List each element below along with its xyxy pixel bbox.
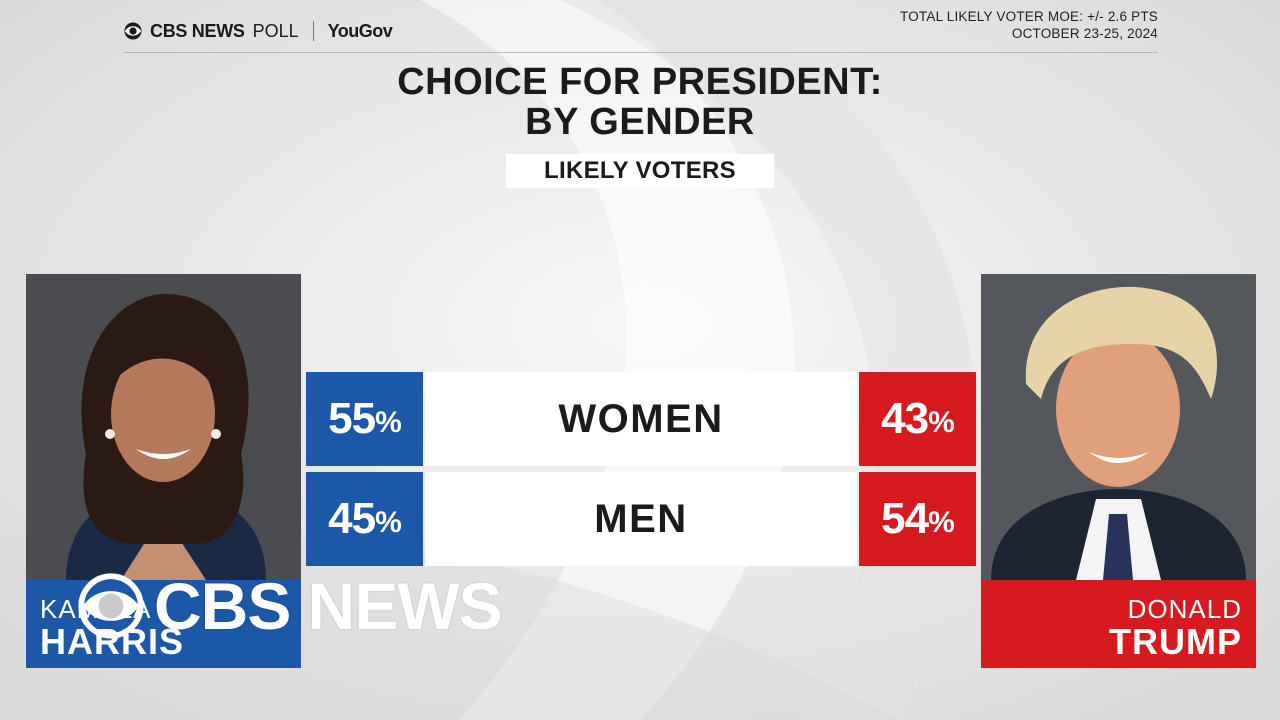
poll-brand: CBS NEWS POLL YouGov — [124, 18, 393, 44]
brand-partner: YouGov — [327, 20, 393, 41]
margin-of-error: TOTAL LIKELY VOTER MOE: +/- 2.6 PTS — [900, 9, 1158, 24]
poll-meta: TOTAL LIKELY VOTER MOE: +/- 2.6 PTS OCTO… — [900, 8, 1158, 42]
title-line-2: BY GENDER — [525, 101, 755, 143]
results-row-women: 55% WOMEN 43% — [306, 372, 976, 466]
candidate-first-name: DONALD — [1127, 594, 1242, 624]
candidate-card-trump: DONALD TRUMP — [981, 274, 1256, 668]
candidate-name-trump: DONALD TRUMP — [981, 580, 1256, 668]
trump-value-women: 43% — [859, 372, 976, 466]
trump-value-men: 54% — [859, 472, 976, 566]
candidate-card-harris: KAMALA HARRIS — [26, 274, 301, 668]
donald-trump-portrait — [981, 274, 1256, 580]
subtitle: LIKELY VOTERS — [506, 154, 774, 188]
cbs-eye-icon — [124, 22, 142, 40]
harris-value-men: 45% — [306, 472, 423, 566]
page-title: CHOICE FOR PRESIDENT: BY GENDER — [0, 62, 1280, 142]
cbs-eye-icon — [78, 573, 144, 639]
brand-network: CBS NEWS — [150, 20, 245, 41]
brand-poll: POLL — [252, 20, 299, 41]
kamala-harris-portrait — [26, 274, 301, 580]
group-label-women: WOMEN — [425, 372, 857, 466]
results-row-men: 45% MEN 54% — [306, 472, 976, 566]
harris-value-women: 55% — [306, 372, 423, 466]
results-table: 55% WOMEN 43% 45% MEN 54% — [306, 372, 976, 572]
title-line-1: CHOICE FOR PRESIDENT: — [397, 61, 883, 103]
cbs-news-watermark: CBS NEWS — [78, 569, 503, 643]
candidate-last-name: HARRIS — [40, 621, 185, 662]
poll-dates: OCTOBER 23-25, 2024 — [1011, 26, 1158, 41]
header-divider — [124, 52, 1158, 53]
candidate-last-name: TRUMP — [1109, 621, 1242, 662]
watermark-text: CBS NEWS — [154, 569, 503, 643]
brand-divider — [312, 21, 314, 41]
group-label-men: MEN — [425, 472, 857, 566]
